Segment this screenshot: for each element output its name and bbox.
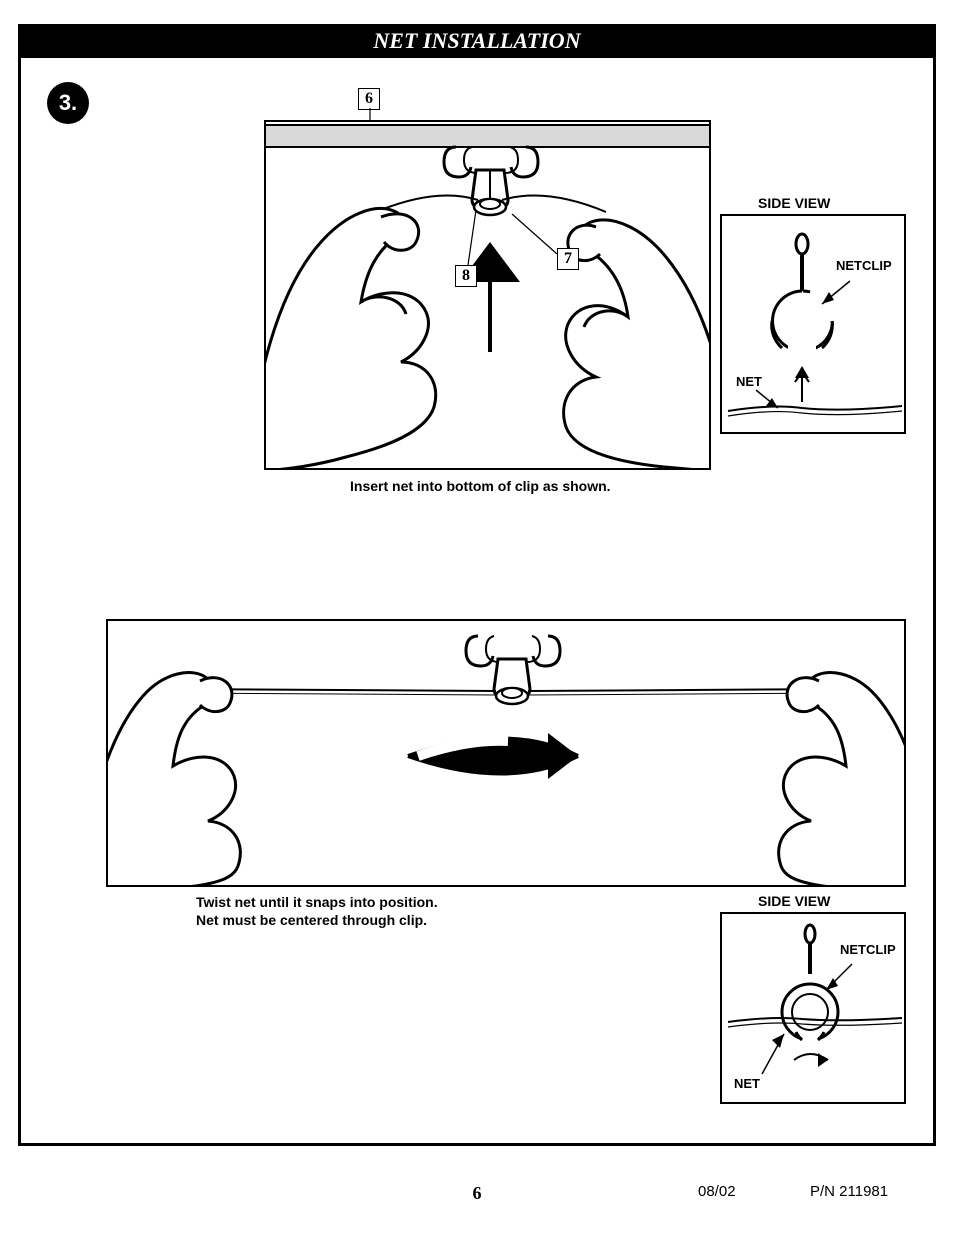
figure-twist-net [106, 619, 906, 887]
sideview1-title: SIDE VIEW [758, 195, 830, 211]
step-number-badge: 3. [47, 82, 89, 124]
sideview2-net-label: NET [734, 1076, 760, 1091]
sideview2-netclip-label: NETCLIP [840, 942, 896, 957]
sideview1-net-arrow [754, 388, 784, 412]
section-title: NET INSTALLATION [18, 24, 936, 58]
figure2-caption: Twist net until it snaps into position. … [196, 893, 438, 929]
sideview1-box: NETCLIP NET [720, 214, 906, 434]
figure-insert-net [264, 120, 711, 470]
sideview2-box: NETCLIP NET [720, 912, 906, 1104]
footer-part-number: P/N 211981 [810, 1183, 888, 1200]
sideview2-title: SIDE VIEW [758, 893, 830, 909]
figure1-caption: Insert net into bottom of clip as shown. [350, 477, 611, 495]
sideview1-netclip-label: NETCLIP [836, 258, 892, 273]
callout-8: 8 [455, 265, 477, 287]
callout-6: 6 [358, 88, 380, 110]
sideview1-net-label: NET [736, 374, 762, 389]
footer-date: 08/02 [698, 1183, 736, 1200]
callout-8-leader [466, 208, 486, 268]
figure2-caption-line1: Twist net until it snaps into position. [196, 894, 438, 910]
callout-7: 7 [557, 248, 579, 270]
callout-7-leader [510, 210, 560, 260]
figure2-caption-line2: Net must be centered through clip. [196, 912, 427, 928]
